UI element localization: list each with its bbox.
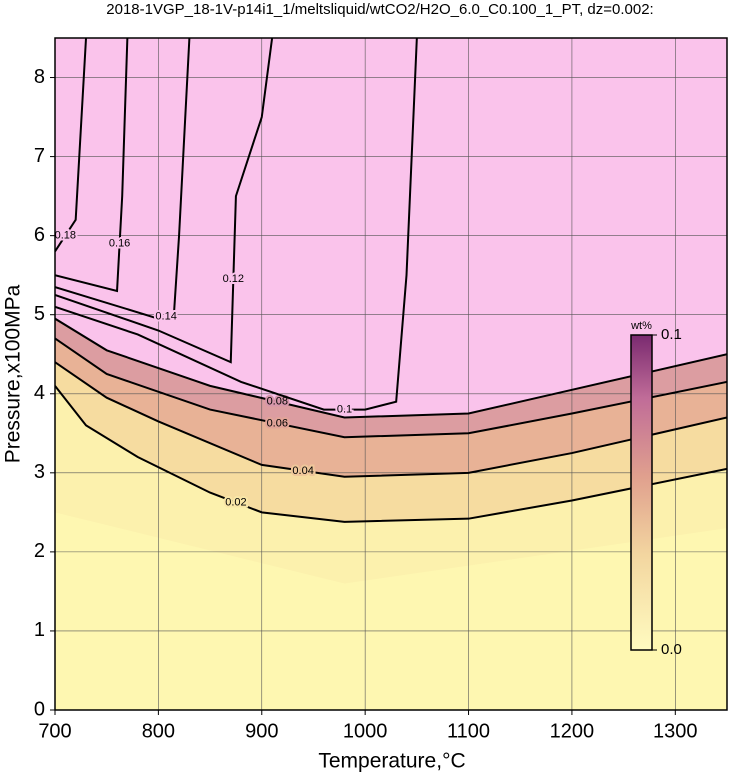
contour-label: 0.14 xyxy=(155,311,176,323)
y-tick-label: 8 xyxy=(34,66,45,88)
contour-line xyxy=(55,337,727,439)
contour-label: 0.06 xyxy=(267,417,288,429)
contour-line xyxy=(55,38,274,364)
contour-line xyxy=(55,385,727,523)
y-tick-label: 4 xyxy=(34,382,45,404)
x-tick-label: 800 xyxy=(142,720,175,742)
plot-frame xyxy=(54,37,728,711)
x-axis-label: Temperature,°C xyxy=(318,750,465,773)
contour-line xyxy=(55,38,418,411)
contour-label: 0.04 xyxy=(292,465,313,477)
y-tick-label: 5 xyxy=(34,303,45,325)
x-tick-label: 700 xyxy=(38,720,71,742)
chart-title: 2018-1VGP_18-1V-p14i1_1/meltsliquid/wtCO… xyxy=(106,1,653,18)
x-tick-label: 900 xyxy=(245,720,278,742)
contour-line xyxy=(55,38,129,293)
x-tick-label: 1300 xyxy=(653,720,698,742)
x-tick-label: 1100 xyxy=(447,720,490,742)
y-tick-label: 3 xyxy=(34,461,45,483)
colorbar xyxy=(630,334,653,651)
y-tick-label: 7 xyxy=(34,145,45,167)
contour-line xyxy=(55,317,727,419)
colorbar-tick-label: 0.1 xyxy=(661,326,682,343)
contour-label: 0.1 xyxy=(337,403,352,415)
x-tick-label: 1000 xyxy=(343,720,388,742)
axes: 700 800 900 1000 1100 1200 1300012345678wt%0.0… xyxy=(34,37,728,742)
contour-band xyxy=(55,512,727,710)
contour-line xyxy=(55,38,88,253)
contour-label: 0.16 xyxy=(109,237,130,249)
contour-label: 0.12 xyxy=(223,273,244,285)
contour-label: 0.18 xyxy=(55,230,76,242)
y-tick-label: 2 xyxy=(34,540,45,562)
contour-label: 0.08 xyxy=(267,396,288,408)
contour-label: 0.02 xyxy=(225,496,246,508)
colorbar-label: wt% xyxy=(630,320,652,332)
y-tick-label: 6 xyxy=(34,224,45,246)
y-axis-label: Pressure,x100MPa xyxy=(2,284,25,463)
y-tick-label: 1 xyxy=(34,619,45,641)
contour-line xyxy=(55,361,727,478)
x-tick-label: 1200 xyxy=(550,720,595,742)
y-tick-label: 0 xyxy=(34,698,45,720)
contour-line xyxy=(55,38,191,320)
plot-area: 0.02 0.04 0.06 0.08 0.1 0.12 0.14 0.16 0.18 xyxy=(55,38,727,710)
colorbar-tick-label: 0.0 xyxy=(661,641,682,658)
